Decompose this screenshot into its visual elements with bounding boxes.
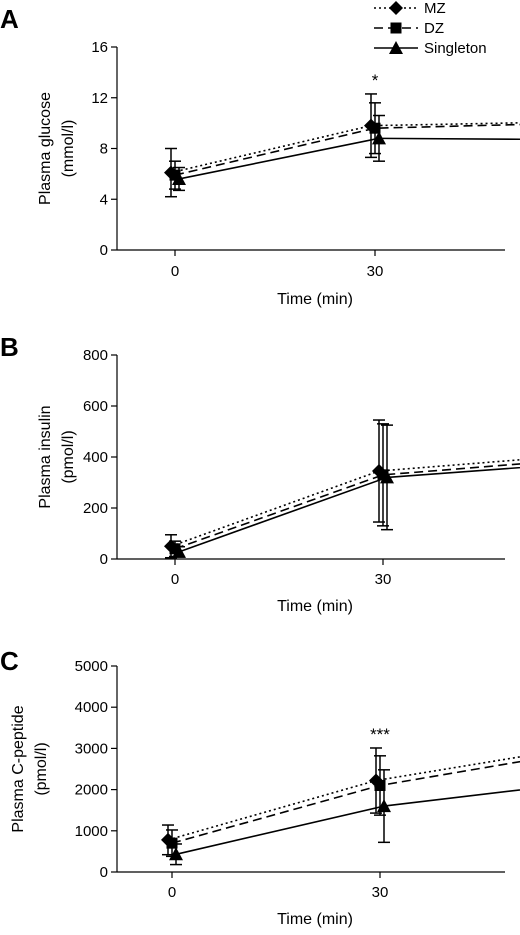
y-tick-label: 8 <box>100 141 108 158</box>
series-line <box>175 789 520 856</box>
data-point-square <box>374 779 386 791</box>
series-line <box>174 123 520 176</box>
y-tick-label: 0 <box>100 551 108 568</box>
y-tick-label: 12 <box>91 90 108 107</box>
x-axis-title: Time (min) <box>277 911 353 928</box>
data-point-square <box>169 169 181 181</box>
data-point-triangle <box>377 799 391 813</box>
series-line <box>178 137 520 180</box>
x-tick-label: 0 <box>168 884 176 901</box>
x-tick-label: 30 <box>375 571 392 588</box>
legend-label: Singleton <box>424 40 487 57</box>
series-mz <box>161 747 520 856</box>
x-tick-label: 30 <box>372 884 389 901</box>
series-line <box>167 756 520 841</box>
y-tick-label: 4000 <box>75 699 108 716</box>
panel-letter: B <box>0 332 19 362</box>
legend-label: DZ <box>424 20 444 37</box>
series-singleton <box>169 769 520 866</box>
chart-panel-a: A04812160306090120Time (min)Plasma gluco… <box>0 4 520 308</box>
series-line <box>178 466 520 553</box>
significance-label: *** <box>370 725 390 744</box>
panel-letter: A <box>0 4 19 34</box>
data-point-square <box>166 837 178 849</box>
panel-letter: C <box>0 646 19 676</box>
series-singleton <box>172 114 520 192</box>
chart-panel-c: C0100020003000400050000306090120Time (mi… <box>0 646 520 928</box>
series-line <box>171 760 520 844</box>
significance-label: * <box>372 71 379 90</box>
series-line <box>174 463 520 550</box>
y-tick-label: 3000 <box>75 740 108 757</box>
data-point-triangle <box>172 171 186 185</box>
series-line <box>170 458 520 548</box>
y-tick-label: 4 <box>100 191 108 208</box>
y-axis-title: (pmol/l) <box>60 430 77 483</box>
x-tick-label: 0 <box>171 263 179 280</box>
y-tick-label: 16 <box>91 39 108 56</box>
series-line <box>170 122 520 174</box>
x-tick-label: 30 <box>367 263 384 280</box>
legend: MZ DZ Singleton <box>374 0 487 57</box>
y-tick-label: 600 <box>83 398 108 415</box>
x-axis-title: Time (min) <box>277 598 353 615</box>
series-dz <box>169 102 520 190</box>
legend-label: MZ <box>424 0 446 17</box>
chart-panel-b: B02004006008000306090120Time (min)Plasma… <box>0 332 520 615</box>
data-point-square <box>377 469 389 481</box>
x-tick-label: 0 <box>171 571 179 588</box>
data-point-triangle <box>169 847 183 861</box>
y-tick-label: 200 <box>83 500 108 517</box>
legend-marker-triangle <box>389 41 403 54</box>
data-point-triangle <box>172 544 186 558</box>
series-singleton <box>172 424 520 558</box>
y-axis-title: Plasma C-peptide <box>10 705 27 832</box>
x-axis-title: Time (min) <box>277 291 353 308</box>
y-tick-label: 0 <box>100 242 108 259</box>
data-point-square <box>169 543 181 555</box>
y-tick-label: 1000 <box>75 823 108 840</box>
y-tick-label: 0 <box>100 864 108 881</box>
y-axis-title: (pmol/l) <box>33 742 50 795</box>
y-tick-label: 800 <box>83 347 108 364</box>
y-tick-label: 2000 <box>75 782 108 799</box>
y-axis-title: Plasma insulin <box>37 405 54 508</box>
series-dz <box>166 755 520 858</box>
y-axis-title: Plasma glucose <box>37 92 54 205</box>
y-tick-label: 5000 <box>75 658 108 675</box>
legend-marker-square <box>390 22 402 34</box>
data-point-triangle <box>372 131 386 145</box>
y-axis-title: (mmol/l) <box>60 120 77 178</box>
y-tick-label: 400 <box>83 449 108 466</box>
legend-marker-diamond <box>389 1 403 15</box>
data-point-square <box>369 122 381 134</box>
data-point-triangle <box>380 470 394 484</box>
